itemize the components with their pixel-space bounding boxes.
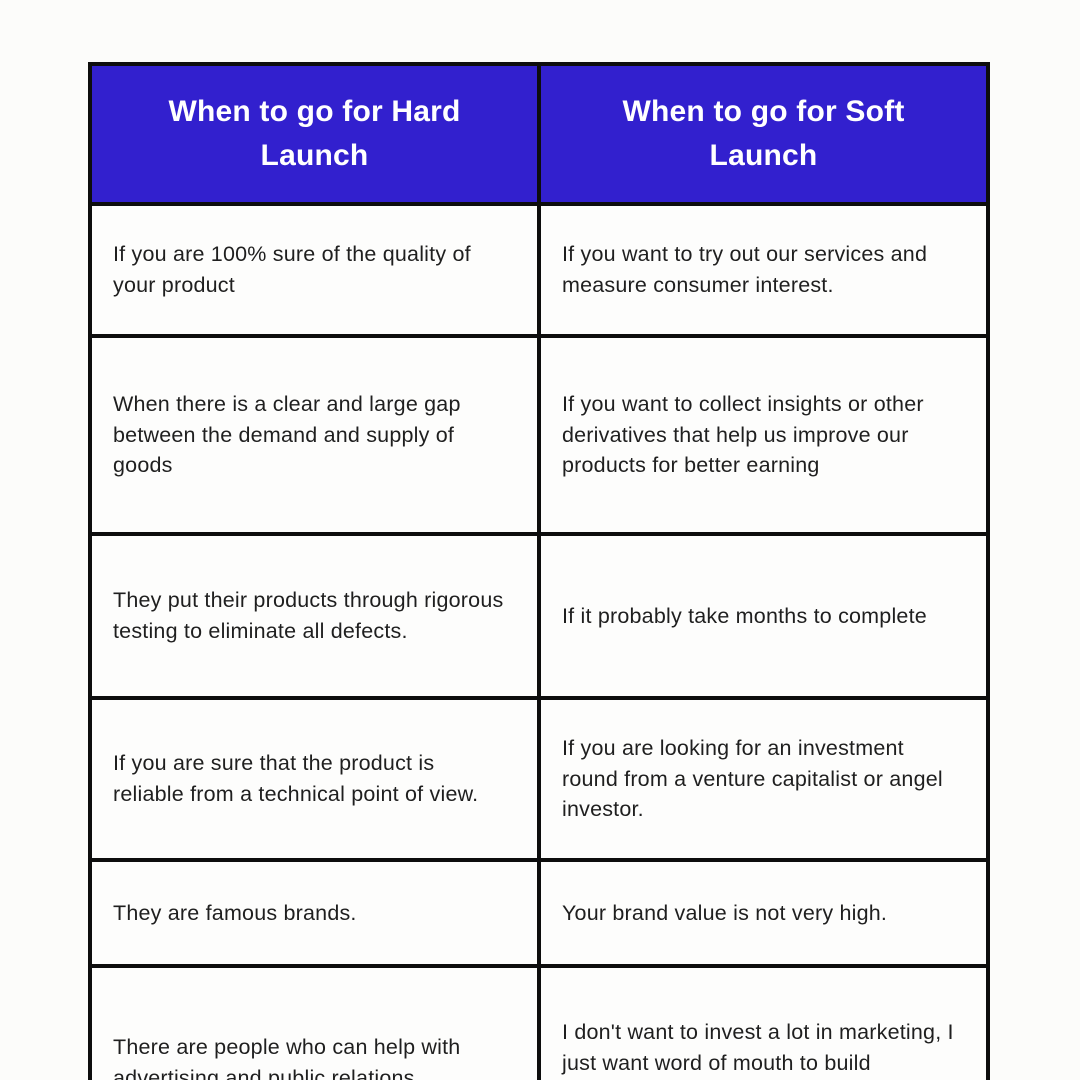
hard-launch-cell: They are famous brands.: [88, 858, 541, 968]
table-body: If you are 100% sure of the quality of y…: [88, 202, 991, 1080]
hard-launch-cell: They put their products through rigorous…: [88, 532, 541, 700]
hard-launch-cell: There are people who can help with adver…: [88, 964, 541, 1080]
launch-comparison-table: When to go for Hard Launch When to go fo…: [88, 62, 991, 1080]
table-row: There are people who can help with adver…: [88, 964, 991, 1080]
table-row: If you are sure that the product is reli…: [88, 696, 991, 862]
soft-launch-cell: I don't want to invest a lot in marketin…: [536, 964, 991, 1080]
soft-launch-cell: If you want to collect insights or other…: [536, 334, 991, 536]
table-row: When there is a clear and large gap betw…: [88, 334, 991, 536]
table-header: When to go for Hard Launch When to go fo…: [88, 62, 991, 206]
hard-launch-cell: If you are 100% sure of the quality of y…: [88, 202, 541, 338]
table-row: If you are 100% sure of the quality of y…: [88, 202, 991, 338]
soft-launch-cell: If you are looking for an investment rou…: [536, 696, 991, 862]
header-hard-launch: When to go for Hard Launch: [88, 62, 541, 206]
soft-launch-cell: If it probably take months to complete: [536, 532, 991, 700]
soft-launch-cell: Your brand value is not very high.: [536, 858, 991, 968]
table-row: They put their products through rigorous…: [88, 532, 991, 700]
hard-launch-cell: When there is a clear and large gap betw…: [88, 334, 541, 536]
header-row: When to go for Hard Launch When to go fo…: [88, 62, 991, 206]
header-soft-launch: When to go for Soft Launch: [536, 62, 991, 206]
soft-launch-cell: If you want to try out our services and …: [536, 202, 991, 338]
hard-launch-cell: If you are sure that the product is reli…: [88, 696, 541, 862]
table-row: They are famous brands. Your brand value…: [88, 858, 991, 968]
